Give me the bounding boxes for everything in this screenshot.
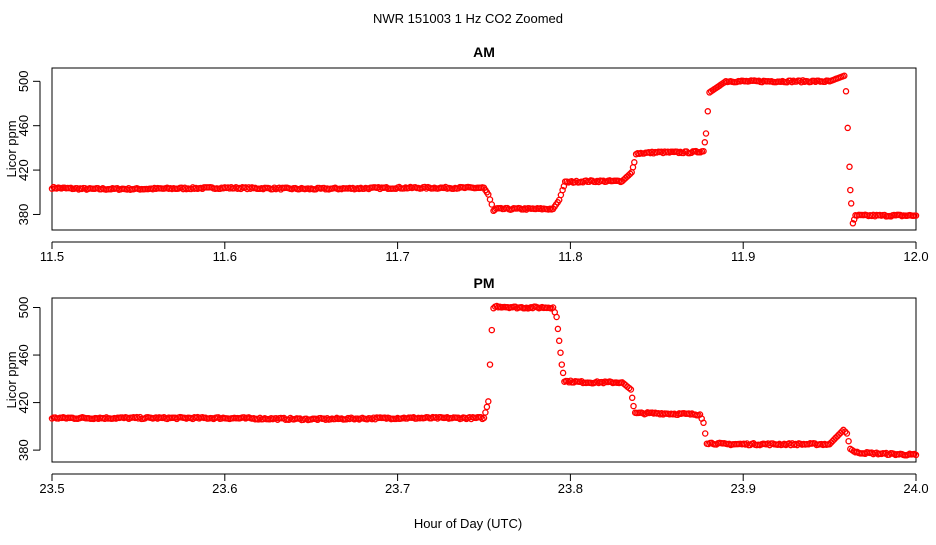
data-point xyxy=(701,430,709,437)
x-tick-label: 23.7 xyxy=(385,481,410,496)
y-tick-label: 460 xyxy=(16,115,31,137)
x-tick-label: 23.9 xyxy=(731,481,756,496)
y-tick-label: 460 xyxy=(16,344,31,366)
data-point xyxy=(841,428,849,435)
data-point xyxy=(700,419,707,427)
data-point xyxy=(630,402,637,410)
data-point xyxy=(845,437,852,445)
data-point xyxy=(626,170,634,178)
data-point xyxy=(844,124,851,132)
data-point xyxy=(627,386,635,393)
x-tick-label: 23.8 xyxy=(558,481,583,496)
data-point xyxy=(843,430,851,437)
x-tick-label: 12.0 xyxy=(903,249,928,264)
data-point xyxy=(912,212,920,219)
panel-title: AM xyxy=(473,44,495,60)
data-point xyxy=(477,413,485,421)
data-point xyxy=(842,88,850,95)
data-point xyxy=(701,139,709,146)
y-tick-label: 500 xyxy=(16,297,31,319)
data-point xyxy=(702,130,710,137)
data-point xyxy=(847,186,854,194)
x-axis-label: Hour of Day (UTC) xyxy=(414,516,522,531)
x-tick-label: 23.5 xyxy=(39,481,64,496)
data-point xyxy=(849,220,857,227)
data-point xyxy=(554,325,562,333)
data-point xyxy=(912,451,920,459)
y-axis-label: Licor ppm xyxy=(4,351,19,408)
y-tick-label: 420 xyxy=(16,392,31,414)
data-points xyxy=(48,302,920,459)
x-tick-label: 11.6 xyxy=(213,249,237,264)
data-point xyxy=(700,147,707,155)
y-tick-label: 380 xyxy=(16,439,31,461)
plot-frame xyxy=(51,297,917,463)
x-tick-label: 11.5 xyxy=(40,249,64,264)
x-tick-label: 11.8 xyxy=(558,249,582,264)
data-point xyxy=(847,200,855,207)
x-tick-label: 23.6 xyxy=(212,481,237,496)
data-point xyxy=(704,108,712,115)
data-points xyxy=(48,72,920,227)
data-point xyxy=(631,159,638,166)
data-point xyxy=(483,403,491,411)
figure-title: NWR 151003 1 Hz CO2 Zoomed xyxy=(373,11,563,26)
data-point xyxy=(559,186,566,194)
panel-pm: PM Licor ppm 23.5 23.6 23.7 23.8 23.9 24.0 380 42… xyxy=(4,275,929,496)
panel-title: PM xyxy=(474,275,495,291)
data-point xyxy=(846,163,853,171)
x-tick-label: 11.7 xyxy=(385,249,409,264)
data-point xyxy=(840,426,847,434)
data-point xyxy=(485,398,492,405)
data-point xyxy=(558,361,566,368)
data-point xyxy=(841,72,848,80)
x-tick-label: 11.9 xyxy=(731,249,755,264)
data-point xyxy=(628,394,636,402)
x-tick-label: 24.0 xyxy=(903,481,928,496)
panel-am: AM Licor ppm 11.5 11.6 11.7 11.8 11.9 12.0 380 42… xyxy=(4,44,929,264)
data-point xyxy=(553,313,560,321)
data-point xyxy=(482,409,489,416)
y-tick-label: 380 xyxy=(16,204,31,226)
data-point xyxy=(486,361,494,368)
y-tick-label: 500 xyxy=(16,70,31,92)
data-point xyxy=(488,201,496,208)
plot-frame xyxy=(51,67,917,231)
data-point xyxy=(559,369,567,377)
data-point xyxy=(555,337,563,345)
data-point xyxy=(557,349,564,356)
data-point xyxy=(488,326,496,334)
y-tick-label: 420 xyxy=(16,159,31,181)
y-axis-label: Licor ppm xyxy=(4,120,19,177)
